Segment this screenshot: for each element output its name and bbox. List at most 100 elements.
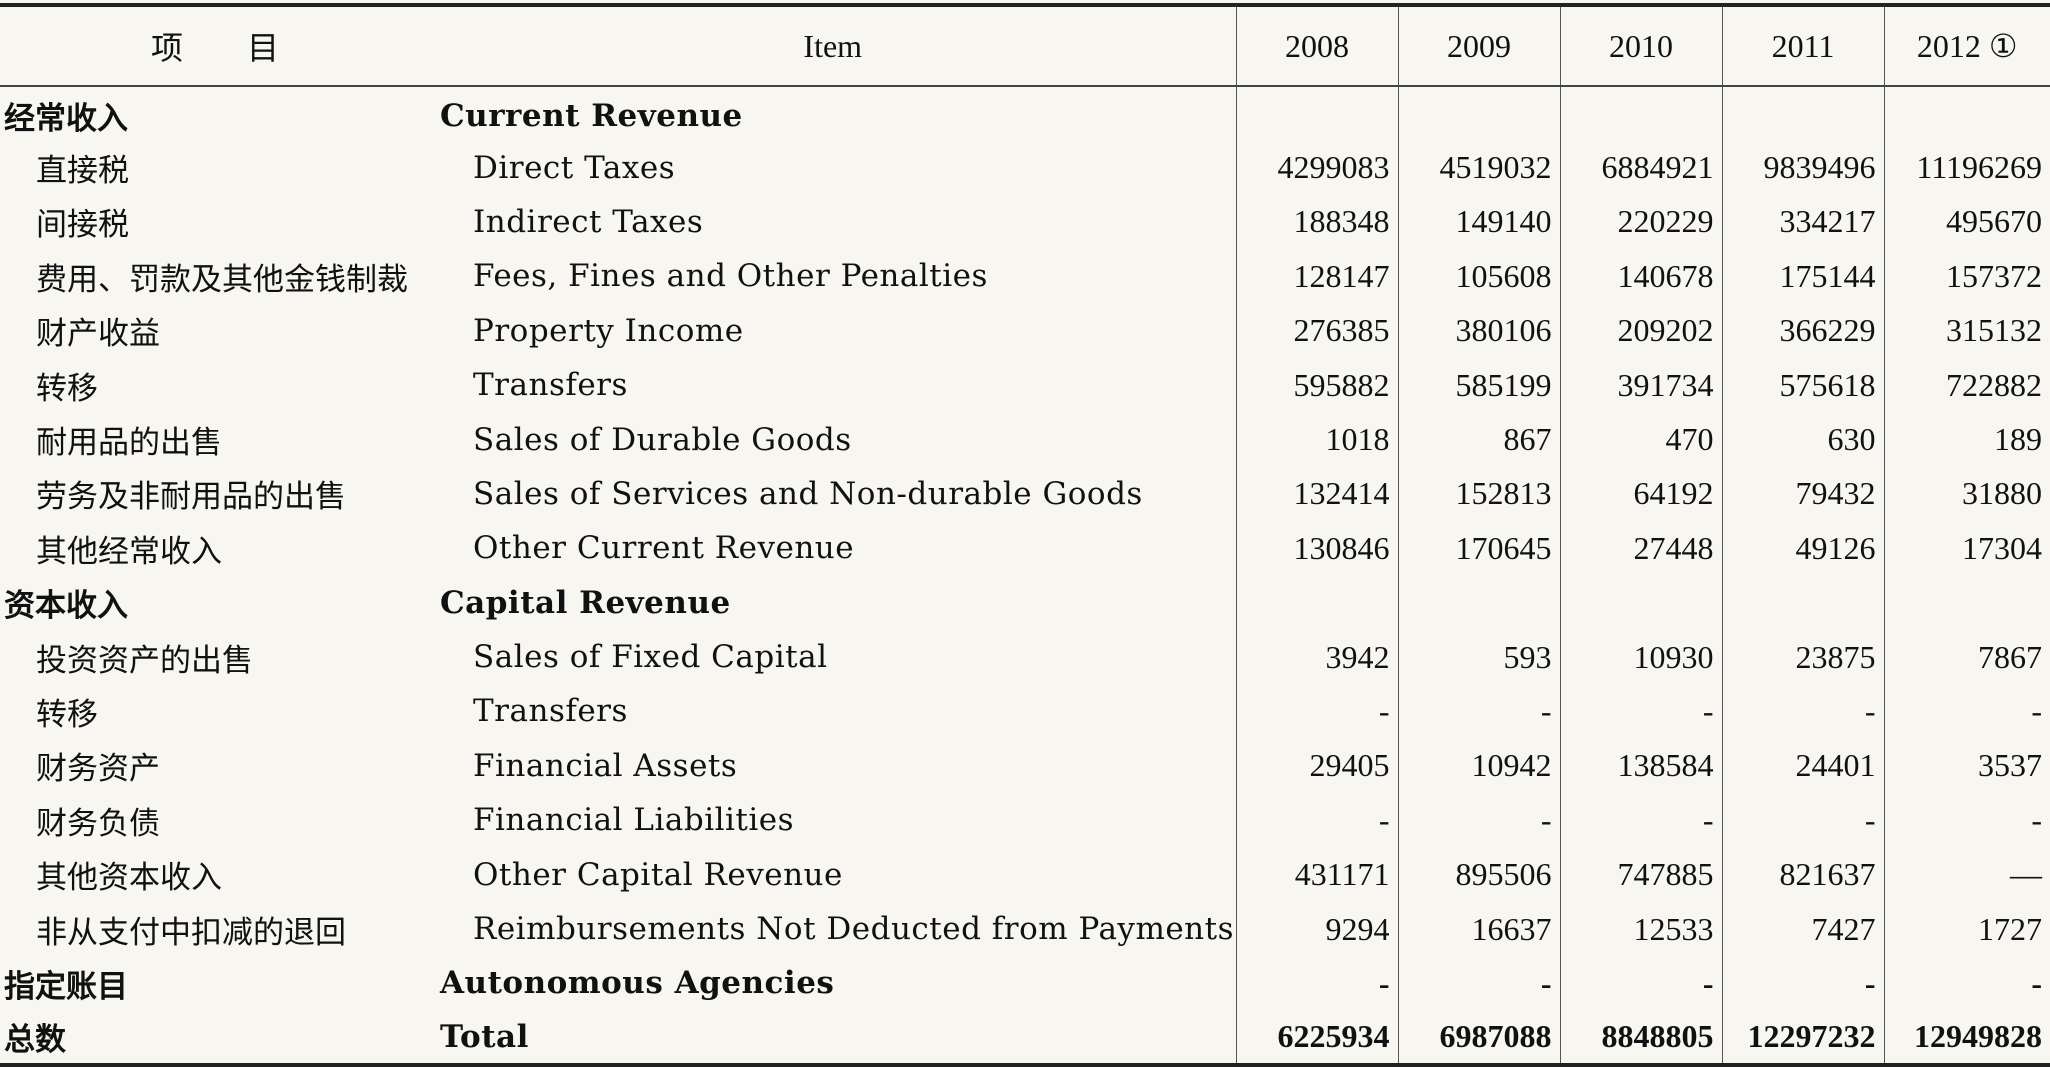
item-label-en: Transfers xyxy=(473,693,628,730)
item-label-en: Capital Revenue xyxy=(440,584,731,621)
value-cell: 140678 xyxy=(1559,249,1722,304)
table-section-row: 总数 Total 6225934 6987088 8848805 12297232 1294… xyxy=(0,1010,2050,1067)
item-label-zh: 转移 xyxy=(36,370,98,407)
value-cell: 575618 xyxy=(1721,357,1884,413)
value-cell xyxy=(1235,86,1398,141)
value-cell xyxy=(1883,575,2050,630)
value-cell: - xyxy=(1397,684,1560,739)
value-cell: 431171 xyxy=(1235,847,1398,902)
item-label-en: Total xyxy=(430,1010,1236,1067)
value-cell: 6884921 xyxy=(1559,140,1722,195)
value-cell: 391734 xyxy=(1559,357,1722,413)
value-cell: 821637 xyxy=(1721,847,1884,902)
value-cell: - xyxy=(1721,793,1884,848)
value-cell: - xyxy=(1397,793,1560,848)
item-label-en: Financial Liabilities xyxy=(473,802,795,839)
item-label-zh: 非从支付中扣减的退回 xyxy=(36,914,346,951)
table-section-row: 资本收入 Capital Revenue xyxy=(0,575,2050,630)
item-label-zh: 财务负债 xyxy=(36,805,160,842)
value-cell: 895506 xyxy=(1397,847,1560,902)
table-row: 转移 Transfers 595882 585199 391734 575618 72288… xyxy=(0,357,2050,413)
value-cell: 12297232 xyxy=(1721,1010,1884,1067)
table-row: 间接税 Indirect Taxes 188348 149140 220229 33421… xyxy=(0,194,2050,250)
value-cell: — xyxy=(1883,847,2050,902)
value-cell: 189 xyxy=(1883,412,2050,467)
value-cell: 12949828 xyxy=(1883,1010,2050,1067)
item-label-en: Sales of Services and Non-durable Goods xyxy=(473,475,1143,512)
value-cell xyxy=(1559,575,1722,630)
item-label-zh: 直接税 xyxy=(36,153,129,190)
item-label-zh: 转移 xyxy=(36,696,98,733)
value-cell: 722882 xyxy=(1883,357,2050,413)
value-cell xyxy=(1721,86,1884,141)
table-row: 耐用品的出售 Sales of Durable Goods 1018 867 470 63… xyxy=(0,412,2050,467)
value-cell: 747885 xyxy=(1559,847,1722,902)
value-cell: 315132 xyxy=(1883,303,2050,358)
table-row: 其他资本收入 Other Capital Revenue 431171 895506 7… xyxy=(0,847,2050,902)
value-cell: 17304 xyxy=(1883,521,2050,576)
value-cell xyxy=(1721,575,1884,630)
value-cell: 593 xyxy=(1397,629,1560,685)
value-cell: 380106 xyxy=(1397,303,1560,358)
value-cell: 3537 xyxy=(1883,738,2050,794)
item-label-zh: 资本收入 xyxy=(4,588,128,625)
value-cell: 128147 xyxy=(1235,249,1398,304)
header-year-2009: 2009 xyxy=(1397,3,1560,87)
header-year-2010: 2010 xyxy=(1559,3,1722,87)
table-row: 财产收益 Property Income 276385 380106 209202 366… xyxy=(0,303,2050,358)
value-cell: 4299083 xyxy=(1235,140,1398,195)
value-cell: - xyxy=(1235,793,1398,848)
header-row: 项 目 Item 2008 2009 2010 2011 2012 ① xyxy=(0,3,2050,87)
table-row: 费用、罚款及其他金钱制裁 Fees, Fines and Other Penalt… xyxy=(0,249,2050,304)
item-label-en: Other Current Revenue xyxy=(473,530,855,567)
value-cell: 8848805 xyxy=(1559,1010,1722,1067)
item-label-zh: 其他资本收入 xyxy=(36,860,222,897)
value-cell: 170645 xyxy=(1397,521,1560,576)
table-row: 转移 Transfers - - - - - xyxy=(0,684,2050,739)
value-cell: 6987088 xyxy=(1397,1010,1560,1067)
value-cell: - xyxy=(1559,956,1722,1011)
value-cell: 188348 xyxy=(1235,194,1398,250)
header-item-zh: 项 目 xyxy=(0,3,430,87)
value-cell: - xyxy=(1721,956,1884,1011)
value-cell xyxy=(1397,575,1560,630)
value-cell: 7427 xyxy=(1721,901,1884,957)
item-label-en: Current Revenue xyxy=(440,97,743,134)
value-cell: 64192 xyxy=(1559,466,1722,522)
item-label-zh: 投资资产的出售 xyxy=(36,642,253,679)
value-cell: 24401 xyxy=(1721,738,1884,794)
value-cell: 23875 xyxy=(1721,629,1884,685)
value-cell: 470 xyxy=(1559,412,1722,467)
value-cell: 220229 xyxy=(1559,194,1722,250)
value-cell: 11196269 xyxy=(1883,140,2050,195)
value-cell: 4519032 xyxy=(1397,140,1560,195)
item-label-zh: 财产收益 xyxy=(36,316,160,353)
header-year-2008: 2008 xyxy=(1235,3,1398,87)
value-cell: 105608 xyxy=(1397,249,1560,304)
value-cell: 595882 xyxy=(1235,357,1398,413)
item-label-zh: 指定账目 xyxy=(4,968,128,1005)
item-label-zh: 财务资产 xyxy=(36,751,160,788)
item-label-en: Reimbursements Not Deducted from Payment… xyxy=(473,911,1235,948)
value-cell: 3942 xyxy=(1235,629,1398,685)
item-label-en: Sales of Fixed Capital xyxy=(473,639,828,676)
item-label-en: Direct Taxes xyxy=(473,149,676,186)
value-cell: 495670 xyxy=(1883,194,2050,250)
table-header: 项 目 Item 2008 2009 2010 2011 2012 ① xyxy=(0,3,2050,87)
item-label-zh: 费用、罚款及其他金钱制裁 xyxy=(36,261,408,298)
table-section-row: 经常收入 Current Revenue xyxy=(0,86,2050,141)
value-cell: 27448 xyxy=(1559,521,1722,576)
item-label-zh: 其他经常收入 xyxy=(36,533,222,570)
value-cell: 585199 xyxy=(1397,357,1560,413)
value-cell: 630 xyxy=(1721,412,1884,467)
value-cell: - xyxy=(1559,793,1722,848)
value-cell: 49126 xyxy=(1721,521,1884,576)
item-label-en: Transfers xyxy=(473,367,628,404)
value-cell: - xyxy=(1559,684,1722,739)
value-cell xyxy=(1559,86,1722,141)
value-cell: - xyxy=(1397,956,1560,1011)
table-row: 投资资产的出售 Sales of Fixed Capital 3942 593 1093… xyxy=(0,629,2050,685)
table-section-row: 指定账目 Autonomous Agencies - - - - - xyxy=(0,956,2050,1011)
value-cell: - xyxy=(1235,684,1398,739)
table-row: 非从支付中扣减的退回 Reimbursements Not Deducted fr… xyxy=(0,901,2050,957)
